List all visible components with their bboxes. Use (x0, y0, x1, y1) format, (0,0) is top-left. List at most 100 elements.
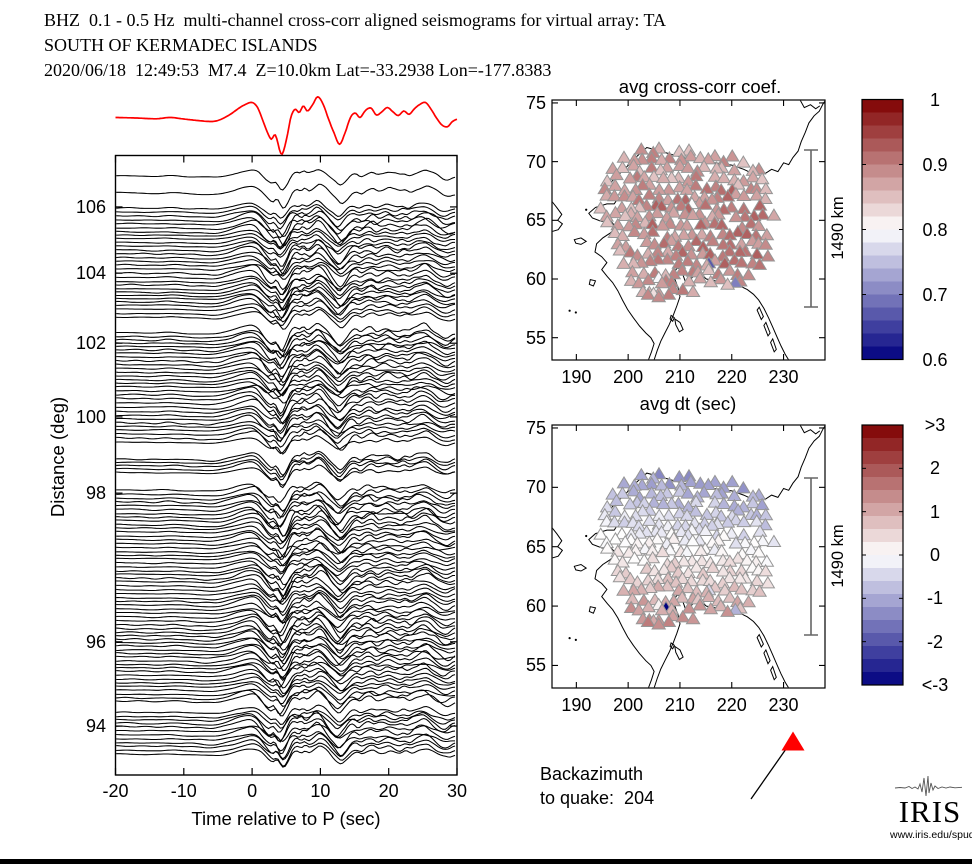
station-triangle (730, 503, 746, 516)
station-triangle (675, 282, 691, 296)
station-triangle (649, 531, 665, 545)
quake-direction-triangle (781, 731, 805, 751)
station-triangle (640, 599, 656, 613)
station-triangle (752, 257, 768, 270)
map-dt-scalebar-label: 1490 km (829, 524, 847, 588)
station-triangle (736, 188, 752, 202)
colorbar-band (862, 438, 903, 452)
station-triangle (754, 497, 770, 511)
y-tick-label: 106 (75, 197, 106, 217)
colorbar-band (862, 177, 903, 191)
colorbar-band (862, 451, 903, 465)
station-triangle (760, 575, 776, 589)
station-triangle (685, 611, 701, 625)
station-triangle (699, 181, 715, 194)
station-triangle (641, 187, 657, 200)
station-triangle (641, 513, 657, 526)
station-triangle (743, 216, 759, 229)
seismogram-trace (116, 252, 456, 276)
seismogram-trace (116, 384, 455, 415)
station-triangle (749, 514, 765, 527)
station-triangle (741, 594, 757, 608)
seismogram-trace (116, 244, 456, 272)
station-triangle (616, 583, 632, 596)
seismogram-trace (116, 628, 456, 659)
station-triangle (724, 474, 740, 488)
station-triangle (705, 560, 721, 573)
colorbar-band (862, 216, 903, 230)
station-triangle (701, 262, 717, 276)
station-triangle (697, 523, 713, 537)
station-triangle (688, 178, 704, 191)
station-triangle (728, 512, 744, 526)
map-cc-title: avg cross-corr coef. (618, 76, 782, 97)
seismogram-trace (116, 504, 456, 527)
station-triangle (680, 160, 696, 173)
station-triangle (717, 582, 733, 596)
station-triangle (704, 192, 720, 205)
seismogram-trace (116, 527, 456, 560)
seismogram-trace (116, 742, 456, 767)
seismogram-trace (116, 549, 456, 573)
colorbar-band (862, 255, 903, 269)
x-tick-label: 0 (247, 781, 258, 801)
seismogram-trace (116, 322, 456, 351)
island-outline (763, 648, 771, 665)
seismogram-trace (116, 361, 456, 383)
map-cc-scalebar-label: 1490 km (829, 196, 847, 260)
station-triangle (754, 171, 770, 185)
station-triangle (672, 505, 688, 519)
station-triangle (676, 553, 692, 567)
x-tick-label: 200 (613, 367, 644, 387)
y-tick-label: 98 (85, 483, 106, 503)
station-triangle (607, 552, 623, 565)
station-triangle (728, 209, 744, 223)
seismogram-trace (116, 257, 456, 277)
station-triangle (757, 191, 773, 205)
island-outline (770, 665, 777, 681)
colorbar-tick-label: -1 (926, 588, 943, 608)
station-triangle (722, 243, 737, 257)
seismogram-trace (116, 723, 456, 742)
station-triangle (640, 614, 656, 628)
y-tick-label: 55 (525, 327, 546, 348)
map_dt_residual-frame (551, 424, 826, 689)
station-triangle (728, 186, 744, 200)
seismogram-trace (116, 611, 456, 637)
station-triangle (713, 271, 729, 285)
seismogram-trace (116, 528, 456, 550)
station-triangle (649, 205, 665, 219)
colorbar-tick-label: 0.8 (922, 220, 948, 240)
station-triangle (755, 207, 771, 220)
colorbar-band (862, 529, 903, 543)
seismogram-trace (116, 464, 456, 487)
station-triangle (720, 604, 736, 617)
x-tick-label: 230 (768, 367, 799, 387)
station-triangle (685, 533, 701, 547)
station-triangle (703, 601, 719, 615)
colorbar-band (862, 620, 903, 634)
station-triangle (659, 578, 675, 592)
coastline (799, 425, 821, 435)
seismogram-trace (116, 334, 456, 357)
y-tick-label: 60 (525, 269, 546, 289)
colorbar-band (862, 633, 903, 647)
colorbar-band (862, 346, 903, 360)
coastline (552, 201, 564, 232)
seismogram-trace (116, 169, 456, 191)
seismogram-trace (116, 710, 456, 743)
seismogram-trace (116, 405, 456, 432)
station-triangle (734, 255, 750, 268)
seismogram-trace (116, 262, 456, 291)
seismogram-trace (116, 670, 456, 694)
station-triangle (689, 560, 704, 573)
seismogram-trace (116, 297, 456, 321)
station-triangle (716, 170, 732, 184)
station-triangle (615, 160, 630, 173)
station-triangle (727, 275, 743, 288)
station-triangle (607, 225, 623, 239)
station-triangle (736, 514, 752, 528)
seismogram-trace (116, 540, 456, 559)
colorbar-band (862, 164, 903, 178)
colorbar-band (862, 516, 903, 530)
